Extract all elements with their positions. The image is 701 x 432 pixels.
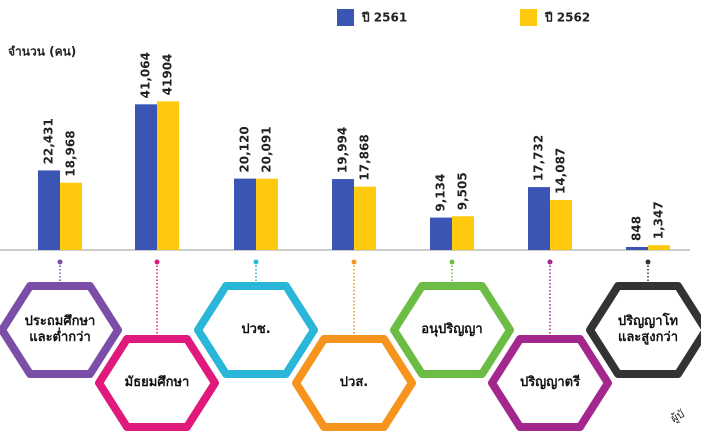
- value-label: 18,968: [64, 130, 78, 176]
- bar: [234, 178, 256, 250]
- bar: [157, 101, 179, 250]
- category-hexagon: [292, 335, 416, 431]
- bar: [135, 104, 157, 250]
- y-label: จำนวน (คน): [8, 45, 76, 59]
- legend-label: ปี 2562: [544, 11, 590, 25]
- connector-dot: [645, 259, 651, 265]
- value-label: 9,134: [434, 174, 448, 212]
- value-label: 17,732: [532, 135, 546, 181]
- bar: [354, 186, 376, 250]
- bar: [626, 246, 648, 250]
- connector-dot: [154, 259, 160, 265]
- bar: [648, 245, 670, 250]
- category-label: ประถมศึกษา และต่ำกว่า: [24, 313, 96, 345]
- value-label: 22,431: [42, 118, 56, 164]
- category-hexagon: [390, 282, 514, 378]
- value-label: 848: [630, 216, 644, 241]
- legend-label: ปี 2561: [361, 11, 407, 25]
- bar: [528, 187, 550, 250]
- category-hexagon: [0, 282, 122, 378]
- value-label: 19,994: [336, 127, 350, 173]
- category-hexagon: [194, 282, 318, 378]
- category-hexagon: [95, 335, 219, 431]
- category-label: ปริญญาโท และสูงกว่า: [617, 313, 679, 345]
- value-label: 1,347: [652, 201, 666, 239]
- category-hexagon: [488, 335, 612, 431]
- value-label: 41904: [161, 54, 175, 96]
- connector-dot: [547, 259, 553, 265]
- value-label: 14,087: [554, 148, 568, 194]
- category-label: มัธยมศึกษา: [124, 374, 190, 390]
- annotation: ผู้บั: [669, 407, 687, 425]
- bar: [256, 178, 278, 250]
- value-label: 20,120: [238, 126, 252, 172]
- category-label: ปวส.: [339, 374, 369, 390]
- category-hexagon: [586, 282, 701, 378]
- legend-swatch: [337, 9, 354, 26]
- bar: [430, 217, 452, 250]
- value-label: 20,091: [260, 126, 274, 172]
- legend-swatch: [520, 9, 537, 26]
- bar: [452, 216, 474, 250]
- value-label: 9,505: [456, 172, 470, 210]
- category-label: อนุปริญญา: [421, 321, 483, 337]
- bar: [38, 170, 60, 250]
- bar: [60, 182, 82, 250]
- value-label: 17,868: [358, 134, 372, 180]
- connector-dot: [57, 259, 63, 265]
- connector-dot: [449, 259, 455, 265]
- category-label: ปวช.: [241, 321, 271, 337]
- value-label: 41,064: [139, 52, 153, 98]
- bar: [550, 200, 572, 250]
- connector-dot: [253, 259, 259, 265]
- category-label: ปริญญาตรี: [519, 374, 581, 390]
- connector-dot: [351, 259, 357, 265]
- bar: [332, 179, 354, 250]
